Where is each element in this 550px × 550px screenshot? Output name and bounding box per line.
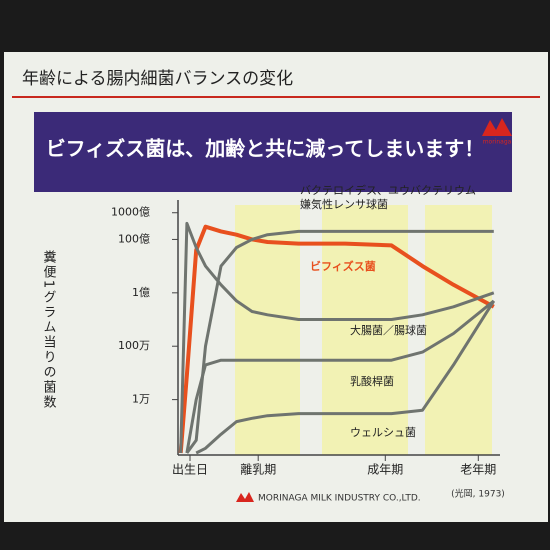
series-line — [195, 300, 496, 455]
y-tick-label: 1000億 — [111, 206, 150, 219]
series-label: バクテロイデス、ユウバクテリウム — [300, 183, 476, 197]
footer-company: MORINAGA MILK INDUSTRY CO.,LTD. — [258, 494, 421, 504]
series-line — [185, 299, 495, 454]
series-label: 乳酸桿菌 — [350, 374, 394, 388]
x-tick-label: 老年期 — [460, 463, 496, 477]
y-tick-label: 100億 — [118, 232, 150, 245]
series-label: ウェルシュ菌 — [350, 426, 416, 439]
slide-title: 年齢による腸内細菌バランスの変化 — [22, 69, 293, 89]
y-tick-label: 100万 — [118, 339, 150, 352]
series-line — [179, 221, 495, 454]
y-tick-label: 1万 — [132, 393, 150, 406]
x-tick-label: 出生日 — [172, 463, 208, 477]
y-axis-label: 糞便1グラム当りの菌数 — [41, 250, 57, 410]
x-tick-label: 成年期 — [367, 463, 403, 477]
y-tick-label: 1億 — [132, 286, 150, 299]
logo-mark — [482, 118, 512, 136]
footer-logo — [236, 492, 254, 502]
series-label: 大腸菌／腸球菌 — [350, 323, 427, 337]
series-label: ビフィズス菌 — [310, 259, 376, 273]
banner — [34, 112, 512, 192]
series-label: 嫌気性レンサ球菌 — [300, 197, 388, 211]
series-line — [178, 224, 495, 454]
logo: morinaga — [482, 118, 512, 146]
logo-text: morinaga — [483, 139, 512, 146]
banner-text: ビフィズス菌は、加齢と共に減ってしまいます！ — [46, 137, 485, 161]
footer-source: (光岡, 1973) — [451, 488, 505, 500]
x-tick-label: 離乳期 — [240, 463, 276, 477]
series-line — [185, 229, 494, 454]
